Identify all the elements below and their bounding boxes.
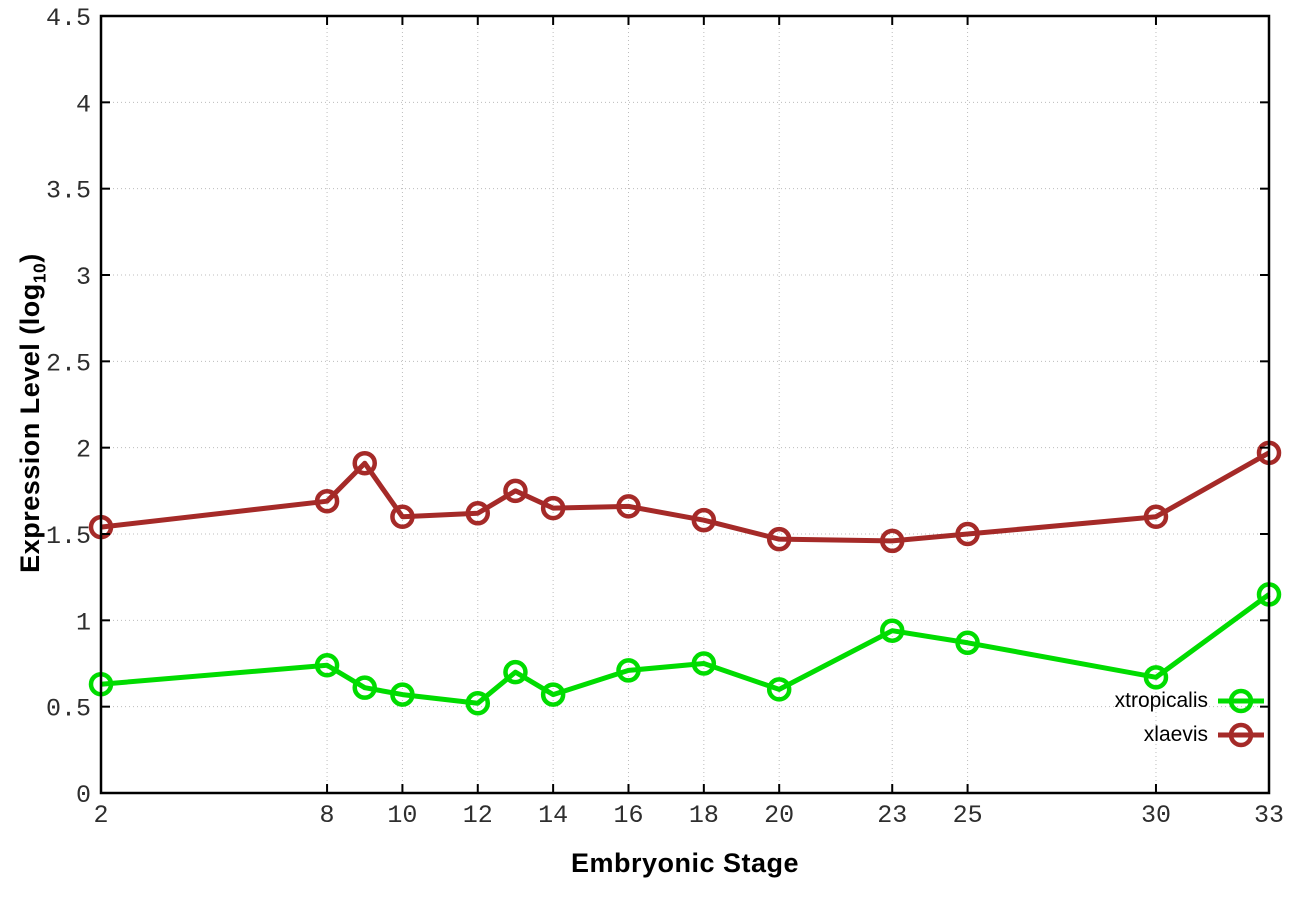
series-xlaevis-point [390, 504, 415, 529]
x-tick-label: 14 [538, 801, 568, 830]
y-tick-label: 3.5 [46, 177, 91, 206]
series-xtropicalis-point [540, 682, 566, 707]
legend-entry-xlaevis: xlaevis [1144, 718, 1264, 752]
series-xlaevis-point [465, 501, 491, 526]
legend: xtropicalis xlaevis [1115, 684, 1264, 752]
x-tick-label: 33 [1254, 801, 1284, 830]
series-xtropicalis-point [390, 682, 415, 707]
y-tick-label: 0 [76, 781, 91, 810]
legend-marker-xtropicalis-icon [1218, 688, 1264, 714]
series-xlaevis-line [100, 450, 1271, 544]
series-xtropicalis-point [766, 677, 792, 702]
legend-marker-xlaevis-icon [1218, 722, 1264, 748]
x-tick-label: 2 [93, 801, 108, 830]
legend-label-xtropicalis: xtropicalis [1114, 689, 1208, 712]
x-tick-label: 8 [320, 801, 335, 830]
y-axis-title-subscript: 10 [29, 262, 50, 284]
series-xlaevis-point [314, 488, 340, 514]
y-tick-label: 0.5 [46, 695, 91, 724]
series-xlaevis-point [1143, 504, 1169, 529]
x-tick-label: 10 [387, 801, 417, 830]
y-tick-label: 2.5 [46, 349, 91, 378]
y-tick-label: 4.5 [46, 4, 91, 33]
series-xlaevis-point [879, 528, 905, 554]
y-tick-label: 4 [76, 90, 91, 119]
plot-border [99, 14, 1271, 795]
series-xtropicalis-line [100, 592, 1271, 706]
x-tick-label: 18 [689, 801, 719, 830]
x-tick-label: 16 [613, 801, 643, 830]
series-xlaevis-point [691, 507, 717, 533]
y-tick-label: 3 [76, 263, 91, 292]
y-axis-title: Expression Level (log10) [10, 223, 50, 603]
y-tick-label: 1.5 [46, 522, 91, 551]
series-xtropicalis-point [955, 630, 980, 656]
series-xtropicalis-point [691, 651, 717, 676]
series-xlaevis-point [540, 495, 566, 521]
y-tick-label: 2 [76, 436, 91, 465]
y-axis-title-text: Expression Level (log [15, 283, 45, 573]
legend-label-xlaevis: xlaevis [1143, 723, 1208, 746]
series-xtropicalis-point [503, 659, 528, 685]
x-tick-label: 30 [1141, 801, 1171, 830]
series-xlaevis-point [352, 450, 377, 476]
x-tick-label: 25 [953, 801, 983, 830]
y-tick-label: 1 [76, 608, 91, 637]
x-tick-label: 20 [764, 801, 794, 830]
x-tick-label: 23 [877, 801, 907, 830]
series-xtropicalis-point [616, 658, 641, 683]
series-xlaevis-point [616, 494, 641, 519]
series-xtropicalis-point [465, 690, 491, 716]
series-xtropicalis-point [879, 618, 905, 643]
series-xlaevis-point [955, 521, 980, 547]
y-axis-title-suffix: ) [15, 253, 45, 263]
series-xlaevis-point [503, 478, 528, 504]
x-axis-title: Embryonic Stage [570, 848, 800, 878]
series-xtropicalis-point [314, 652, 340, 678]
x-tick-label: 12 [463, 801, 493, 830]
series-xtropicalis-point [352, 675, 377, 700]
series-xtropicalis-point [1143, 665, 1169, 690]
series-xlaevis-point [766, 526, 792, 552]
legend-entry-xtropicalis: xtropicalis [1115, 684, 1264, 718]
